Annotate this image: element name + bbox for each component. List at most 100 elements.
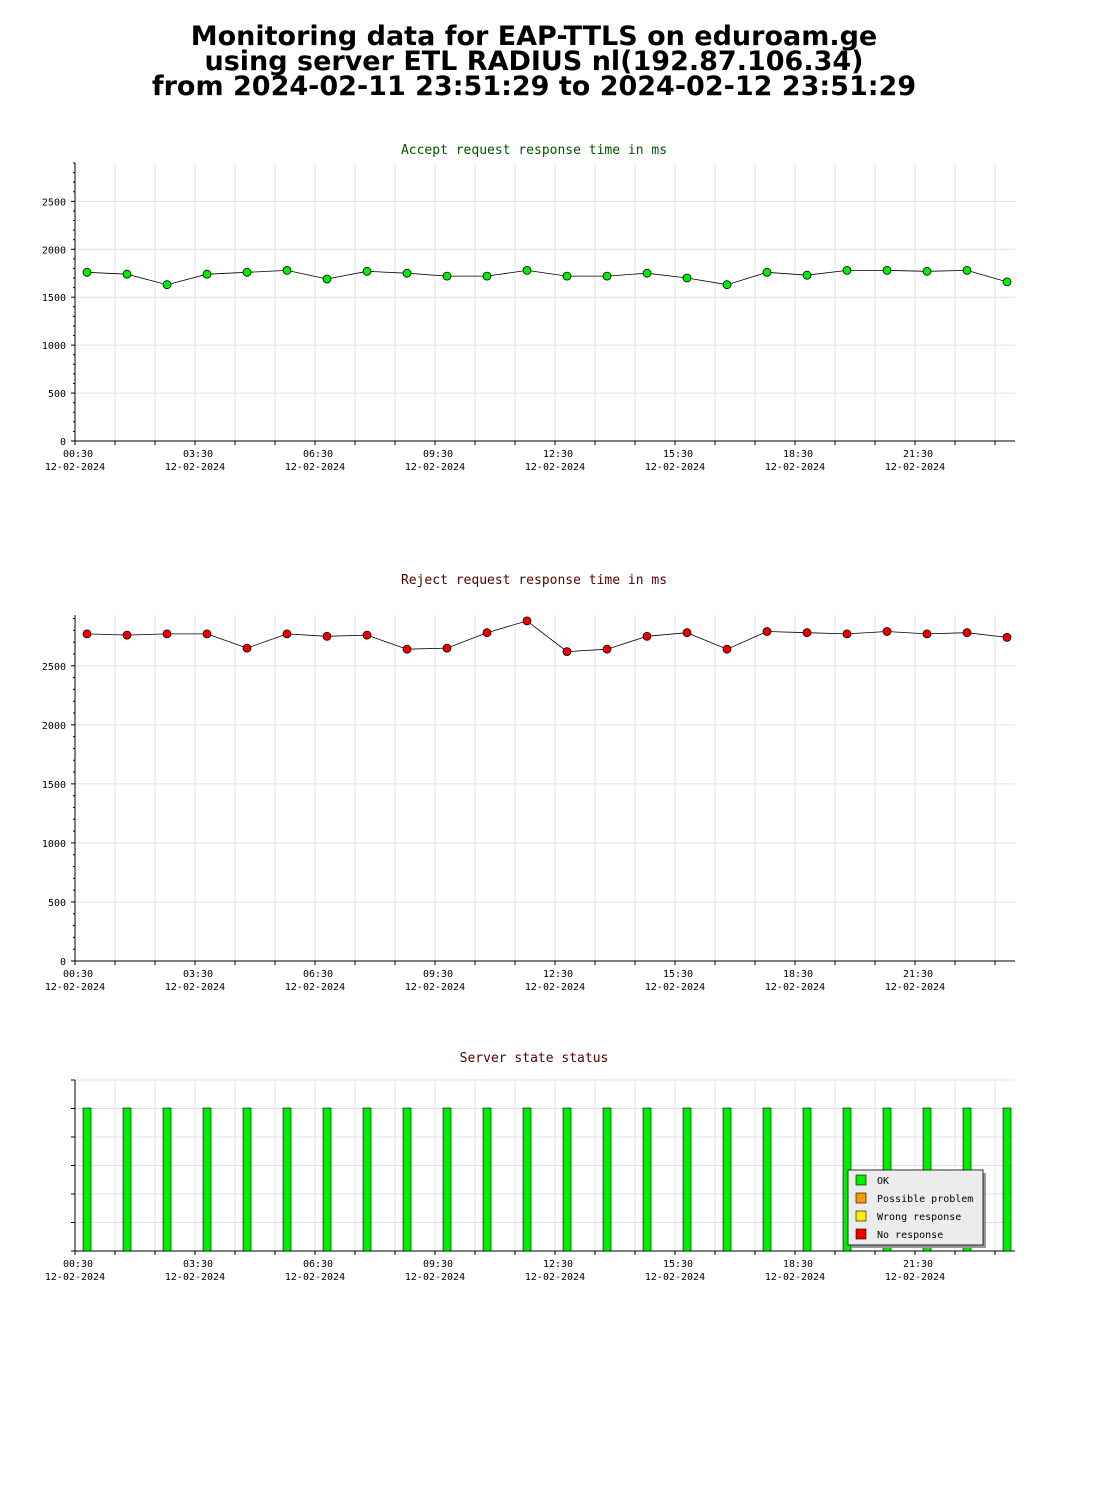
data-point bbox=[722, 280, 732, 290]
x-tick-date-label: 12-02-2024 bbox=[405, 1272, 465, 1283]
x-tick-date-label: 12-02-2024 bbox=[765, 462, 825, 473]
data-point bbox=[602, 644, 612, 654]
x-tick-date-label: 12-02-2024 bbox=[645, 462, 705, 473]
x-tick-date-label: 12-02-2024 bbox=[45, 1272, 105, 1283]
server-status-chart: Server state status 00:30 12-02-2024 03:30 1… bbox=[45, 1051, 1015, 1283]
data-point bbox=[482, 628, 492, 638]
data-point bbox=[402, 644, 412, 654]
x-tick-date-label: 12-02-2024 bbox=[645, 982, 705, 993]
chart-title: Server state status bbox=[460, 1051, 609, 1066]
x-tick-time-label: 06:30 bbox=[303, 1259, 333, 1270]
x-tick-date-label: 12-02-2024 bbox=[405, 462, 465, 473]
data-point bbox=[122, 630, 132, 640]
data-point bbox=[682, 628, 692, 638]
data-point bbox=[202, 269, 212, 279]
data-point bbox=[282, 265, 292, 275]
data-point bbox=[242, 267, 252, 277]
data-point bbox=[442, 271, 452, 281]
y-tick-label: 1500 bbox=[42, 293, 66, 304]
data-point bbox=[562, 647, 572, 656]
x-tick-date-label: 12-02-2024 bbox=[45, 462, 105, 473]
x-tick-time-label: 03:30 bbox=[183, 1259, 213, 1270]
data-point bbox=[922, 266, 932, 276]
x-tick-date-label: 12-02-2024 bbox=[885, 982, 945, 993]
x-tick-time-label: 09:30 bbox=[423, 969, 453, 980]
x-tick-time-label: 00:30 bbox=[63, 1259, 93, 1270]
data-point bbox=[82, 267, 92, 277]
y-tick-label: 2500 bbox=[42, 662, 66, 673]
legend-swatch bbox=[855, 1228, 867, 1240]
y-tick-label: 2500 bbox=[42, 197, 66, 208]
data-point bbox=[762, 627, 772, 636]
data-point bbox=[82, 629, 92, 639]
x-tick-date-label: 12-02-2024 bbox=[165, 462, 225, 473]
x-tick-date-label: 12-02-2024 bbox=[885, 462, 945, 473]
y-tick-label: 0 bbox=[60, 437, 66, 448]
x-tick-time-label: 12:30 bbox=[543, 449, 573, 460]
status-bar bbox=[642, 1107, 652, 1252]
x-tick-date-label: 12-02-2024 bbox=[165, 1272, 225, 1283]
x-tick-date-label: 12-02-2024 bbox=[285, 462, 345, 473]
data-point bbox=[882, 627, 892, 636]
title-line-1: Monitoring data for EAP-TTLS on eduroam.… bbox=[190, 21, 878, 52]
y-tick-label: 0 bbox=[60, 957, 66, 968]
legend-label: Possible problem bbox=[877, 1194, 973, 1205]
data-point bbox=[602, 271, 612, 281]
status-bar bbox=[602, 1107, 612, 1252]
x-tick-date-label: 12-02-2024 bbox=[165, 982, 225, 993]
x-tick-date-label: 12-02-2024 bbox=[285, 982, 345, 993]
x-tick-date-label: 12-02-2024 bbox=[525, 982, 585, 993]
status-bar bbox=[122, 1107, 132, 1252]
x-tick-date-label: 12-02-2024 bbox=[45, 982, 105, 993]
data-point bbox=[162, 280, 172, 290]
status-bar bbox=[762, 1107, 772, 1252]
x-tick-time-label: 00:30 bbox=[63, 969, 93, 980]
data-point bbox=[322, 631, 332, 641]
data-point bbox=[522, 265, 532, 275]
data-point bbox=[842, 265, 852, 275]
status-bar bbox=[682, 1107, 692, 1252]
series-line bbox=[86, 269, 1008, 286]
data-point bbox=[922, 629, 932, 639]
y-tick-label: 2000 bbox=[42, 245, 66, 256]
x-tick-time-label: 12:30 bbox=[543, 1259, 573, 1270]
data-point bbox=[242, 643, 252, 653]
data-point bbox=[122, 269, 132, 279]
x-tick-time-label: 18:30 bbox=[783, 449, 813, 460]
data-point bbox=[1002, 277, 1012, 287]
y-tick-label: 1500 bbox=[42, 780, 66, 791]
legend-swatch bbox=[855, 1192, 867, 1204]
title-line-2: using server ETL RADIUS nl(192.87.106.34… bbox=[204, 46, 864, 77]
data-point bbox=[162, 629, 172, 639]
legend-label: OK bbox=[877, 1176, 889, 1187]
data-point bbox=[762, 267, 772, 277]
legend-swatch bbox=[855, 1210, 867, 1222]
x-tick-time-label: 09:30 bbox=[423, 1259, 453, 1270]
legend-box bbox=[847, 1169, 984, 1246]
data-point bbox=[202, 629, 212, 639]
x-tick-time-label: 15:30 bbox=[663, 1259, 693, 1270]
status-bar bbox=[1002, 1107, 1012, 1252]
data-point bbox=[522, 616, 532, 626]
x-tick-date-label: 12-02-2024 bbox=[885, 1272, 945, 1283]
x-tick-date-label: 12-02-2024 bbox=[645, 1272, 705, 1283]
legend-label: No response bbox=[877, 1230, 943, 1241]
status-bar bbox=[522, 1107, 532, 1252]
chart-title: Accept request response time in ms bbox=[401, 143, 667, 158]
data-point bbox=[642, 268, 652, 278]
status-bar bbox=[322, 1107, 332, 1252]
x-tick-time-label: 09:30 bbox=[423, 449, 453, 460]
series-line bbox=[86, 620, 1008, 653]
x-tick-date-label: 12-02-2024 bbox=[525, 462, 585, 473]
x-tick-time-label: 12:30 bbox=[543, 969, 573, 980]
y-tick-label: 2000 bbox=[42, 721, 66, 732]
x-tick-date-label: 12-02-2024 bbox=[765, 982, 825, 993]
reject-response-chart: Reject request response time in ms 0 500 10… bbox=[42, 573, 1015, 993]
data-point bbox=[962, 628, 972, 638]
legend-swatch bbox=[855, 1174, 867, 1186]
x-tick-time-label: 21:30 bbox=[903, 969, 933, 980]
data-point bbox=[642, 631, 652, 641]
status-bar bbox=[562, 1107, 572, 1252]
data-point bbox=[362, 630, 372, 640]
data-point bbox=[722, 644, 732, 654]
